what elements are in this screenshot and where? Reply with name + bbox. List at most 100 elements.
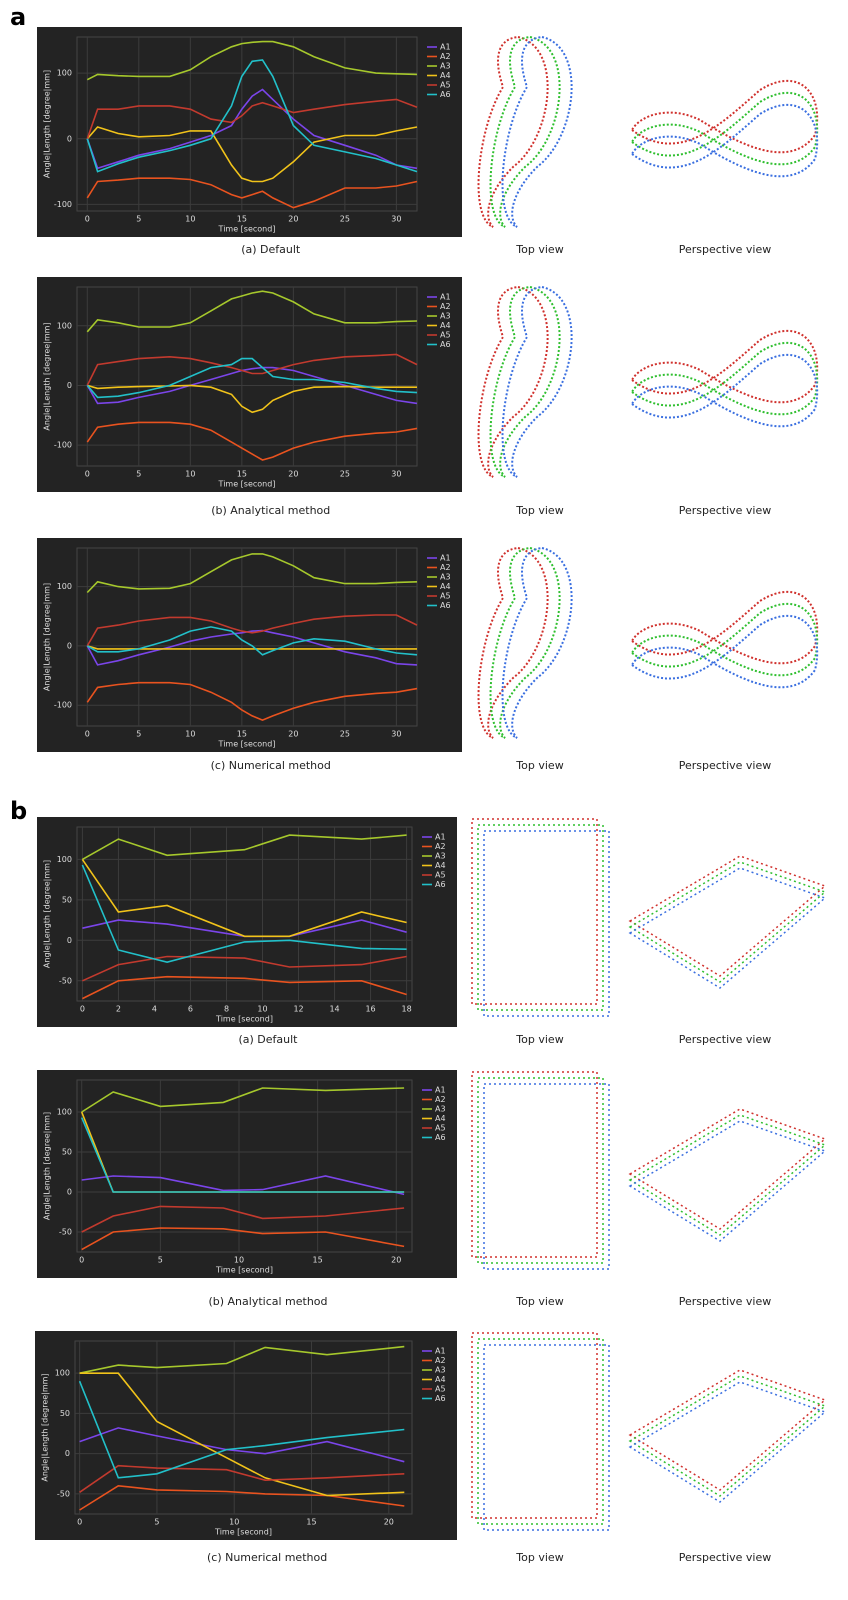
y-axis-label: Angle|Length [degree|mm] (43, 583, 52, 691)
top-view-trajectory (479, 37, 548, 227)
y-axis-label: Angle|Length [degree|mm] (43, 322, 52, 430)
top-view-trajectory (478, 825, 603, 1010)
y-tick-label: -50 (59, 976, 72, 985)
figure: a b -1000100051015202530Time [second]Ang… (0, 0, 848, 1600)
view-label: Perspective view (679, 1033, 772, 1046)
view-label: Top view (515, 243, 563, 256)
legend-label: A2 (435, 1356, 446, 1365)
x-tick-label: 4 (152, 1005, 157, 1014)
legend-label: A2 (440, 563, 451, 572)
x-tick-label: 14 (329, 1005, 339, 1014)
perspective-trajectory (630, 862, 825, 982)
illustration (472, 1072, 825, 1269)
x-tick-label: 18 (402, 1005, 412, 1014)
x-tick-label: 10 (257, 1005, 267, 1014)
caption: (b) Analytical method (208, 1295, 327, 1308)
legend-label: A5 (435, 1124, 446, 1133)
caption: (b) Analytical method (211, 504, 330, 517)
view-label: Perspective view (679, 243, 772, 256)
illustration (472, 1333, 825, 1530)
x-tick-label: 15 (237, 470, 247, 479)
x-tick-label: 8 (224, 1005, 229, 1014)
y-tick-label: 0 (67, 381, 72, 390)
caption: (a) Default (241, 243, 301, 256)
legend-label: A6 (435, 1133, 446, 1142)
x-axis-label: Time [second] (214, 1528, 272, 1537)
perspective-trajectory (632, 331, 817, 402)
perspective-trajectory (630, 1376, 825, 1496)
legend-label: A3 (440, 62, 451, 71)
y-axis-label: Angle|Length [degree|mm] (43, 70, 52, 178)
legend-label: A1 (440, 43, 451, 52)
y-tick-label: 0 (67, 134, 72, 143)
caption: (a) Default (238, 1033, 298, 1046)
x-tick-label: 20 (288, 215, 298, 224)
legend-label: A6 (435, 1394, 446, 1403)
legend-label: A5 (440, 81, 451, 90)
top-view-trajectory (484, 831, 609, 1016)
top-view-trajectory (503, 548, 572, 738)
y-tick-label: -50 (57, 1489, 70, 1498)
illustration (472, 819, 825, 1016)
y-tick-label: -50 (59, 1228, 72, 1237)
x-tick-label: 0 (77, 1518, 82, 1527)
x-tick-label: 5 (154, 1518, 159, 1527)
perspective-trajectory (630, 1370, 825, 1490)
x-tick-label: 10 (234, 1256, 244, 1265)
legend-label: A1 (435, 833, 446, 842)
y-axis-label: Angle|Length [degree|mm] (41, 1373, 50, 1481)
y-tick-label: 0 (67, 936, 72, 945)
x-tick-label: 20 (391, 1256, 401, 1265)
y-tick-label: -100 (54, 441, 72, 450)
y-axis-label: Angle|Length [degree|mm] (43, 860, 52, 968)
legend-label: A4 (435, 861, 446, 870)
legend-label: A2 (435, 842, 446, 851)
perspective-trajectory (632, 343, 817, 414)
perspective-trajectory (632, 616, 817, 687)
x-tick-label: 0 (85, 215, 90, 224)
x-tick-label: 10 (185, 215, 195, 224)
x-axis-label: Time [second] (218, 225, 276, 234)
x-axis-label: Time [second] (218, 480, 276, 489)
x-tick-label: 30 (391, 215, 401, 224)
legend-label: A3 (435, 852, 446, 861)
view-label: Top view (515, 759, 563, 772)
legend-label: A6 (440, 601, 451, 610)
perspective-trajectory (630, 1109, 825, 1229)
y-tick-label: 100 (57, 855, 72, 864)
top-view-trajectory (503, 37, 572, 227)
view-label: Perspective view (679, 1295, 772, 1308)
view-label: Top view (515, 1033, 563, 1046)
legend-label: A6 (440, 340, 451, 349)
top-view-trajectory (479, 287, 548, 477)
legend-label: A6 (435, 880, 446, 889)
y-tick-label: 100 (57, 1108, 72, 1117)
y-tick-label: 100 (55, 1369, 70, 1378)
legend-label: A2 (435, 1095, 446, 1104)
legend-label: A3 (440, 312, 451, 321)
top-view-trajectory (503, 287, 572, 477)
perspective-trajectory (632, 592, 817, 663)
y-tick-label: -100 (54, 701, 72, 710)
perspective-trajectory (632, 355, 817, 426)
illustration (479, 548, 818, 738)
x-tick-label: 5 (136, 215, 141, 224)
x-axis-label: Time [second] (215, 1266, 273, 1275)
illustration (479, 37, 818, 227)
y-tick-label: 50 (60, 1409, 70, 1418)
x-tick-label: 25 (340, 730, 350, 739)
legend-label: A1 (435, 1347, 446, 1356)
perspective-trajectory (632, 81, 817, 152)
chart-background (37, 27, 462, 237)
top-view-trajectory (479, 548, 548, 738)
y-tick-label: 100 (57, 321, 72, 330)
x-tick-label: 5 (158, 1256, 163, 1265)
y-tick-label: 100 (57, 69, 72, 78)
top-view-trajectory (478, 1339, 603, 1524)
legend-label: A3 (440, 573, 451, 582)
x-tick-label: 6 (188, 1005, 193, 1014)
perspective-trajectory (632, 604, 817, 675)
x-tick-label: 10 (229, 1518, 239, 1527)
y-tick-label: 0 (67, 1188, 72, 1197)
top-view-trajectory (478, 1078, 603, 1263)
